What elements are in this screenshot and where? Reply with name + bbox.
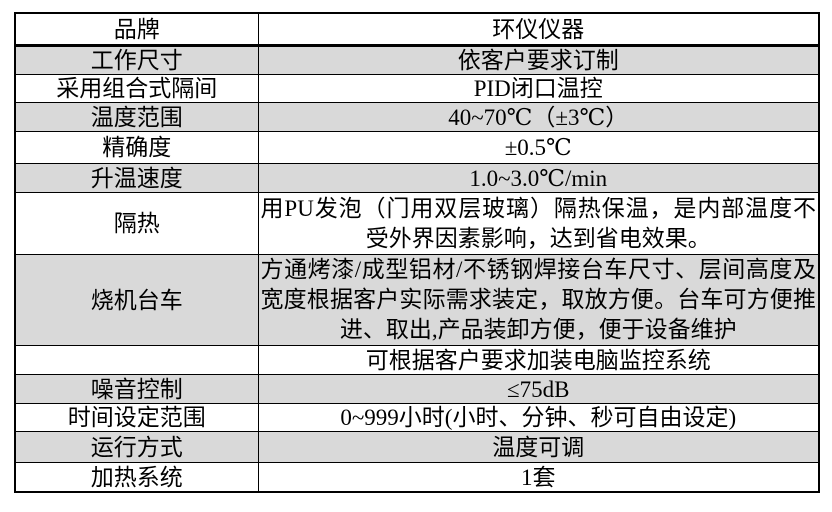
- spec-label-cell: 加热系统: [14, 462, 259, 493]
- spec-value-cell: 环仪仪器: [257, 12, 820, 47]
- spec-label-cell: 精确度: [14, 131, 259, 164]
- spec-value-cell: 方通烤漆/成型铝材/不锈钢焊接台车尺寸、层间高度及宽度根据客户实际需求装定，取放…: [257, 254, 820, 346]
- spec-table-body: 品牌 环仪仪器 工作尺寸 依客户要求订制 采用组合式隔间 PID闭口温控 温度范围 40~70…: [14, 12, 820, 493]
- table-row: 噪音控制 ≤75dB: [14, 374, 820, 404]
- spec-label-cell: 采用组合式隔间: [14, 74, 259, 103]
- table-row: 升温速度 1.0~3.0℃/min: [14, 163, 820, 193]
- table-row: 品牌 环仪仪器: [14, 12, 820, 47]
- spec-label-cell: 噪音控制: [14, 374, 259, 404]
- spec-label-cell: 烧机台车: [14, 254, 259, 346]
- spec-value-cell: 用PU发泡（门用双层玻璃）隔热保温，是内部温度不受外界因素影响，达到省电效果。: [257, 192, 820, 255]
- spec-label-cell: 温度范围: [14, 102, 259, 132]
- table-row: 采用组合式隔间 PID闭口温控: [14, 74, 820, 103]
- spec-label-cell: 隔热: [14, 192, 259, 255]
- spec-value-cell: 依客户要求订制: [257, 45, 820, 75]
- spec-label-cell: 品牌: [14, 12, 259, 47]
- spec-value-cell: 1套: [257, 462, 820, 493]
- spec-value-cell: ±0.5℃: [257, 131, 820, 164]
- spec-value-cell: 温度可调: [257, 431, 820, 463]
- spec-value-cell: 40~70℃（±3℃）: [257, 102, 820, 132]
- spec-label-cell: 时间设定范围: [14, 403, 259, 432]
- spec-value-cell: ≤75dB: [257, 374, 820, 404]
- spec-value-cell: PID闭口温控: [257, 74, 820, 103]
- table-row: 可根据客户要求加装电脑监控系统: [14, 345, 820, 375]
- spec-label-cell: 升温速度: [14, 163, 259, 193]
- table-row: 隔热 用PU发泡（门用双层玻璃）隔热保温，是内部温度不受外界因素影响，达到省电效果…: [14, 192, 820, 255]
- table-row: 温度范围 40~70℃（±3℃）: [14, 102, 820, 132]
- spec-value-cell: 0~999小时(小时、分钟、秒可自由设定): [257, 403, 820, 432]
- table-row: 精确度 ±0.5℃: [14, 131, 820, 164]
- spec-value-cell: 1.0~3.0℃/min: [257, 163, 820, 193]
- table-row: 加热系统 1套: [14, 462, 820, 493]
- table-row: 运行方式 温度可调: [14, 431, 820, 463]
- spec-label-cell: 工作尺寸: [14, 45, 259, 75]
- spec-label-cell: 运行方式: [14, 431, 259, 463]
- table-row: 工作尺寸 依客户要求订制: [14, 45, 820, 75]
- spec-table: 品牌 环仪仪器 工作尺寸 依客户要求订制 采用组合式隔间 PID闭口温控 温度范围 40~70…: [14, 12, 820, 493]
- spec-value-cell: 可根据客户要求加装电脑监控系统: [257, 345, 820, 375]
- spec-label-cell: [14, 345, 259, 375]
- table-row: 烧机台车 方通烤漆/成型铝材/不锈钢焊接台车尺寸、层间高度及宽度根据客户实际需求装…: [14, 254, 820, 346]
- table-row: 时间设定范围 0~999小时(小时、分钟、秒可自由设定): [14, 403, 820, 432]
